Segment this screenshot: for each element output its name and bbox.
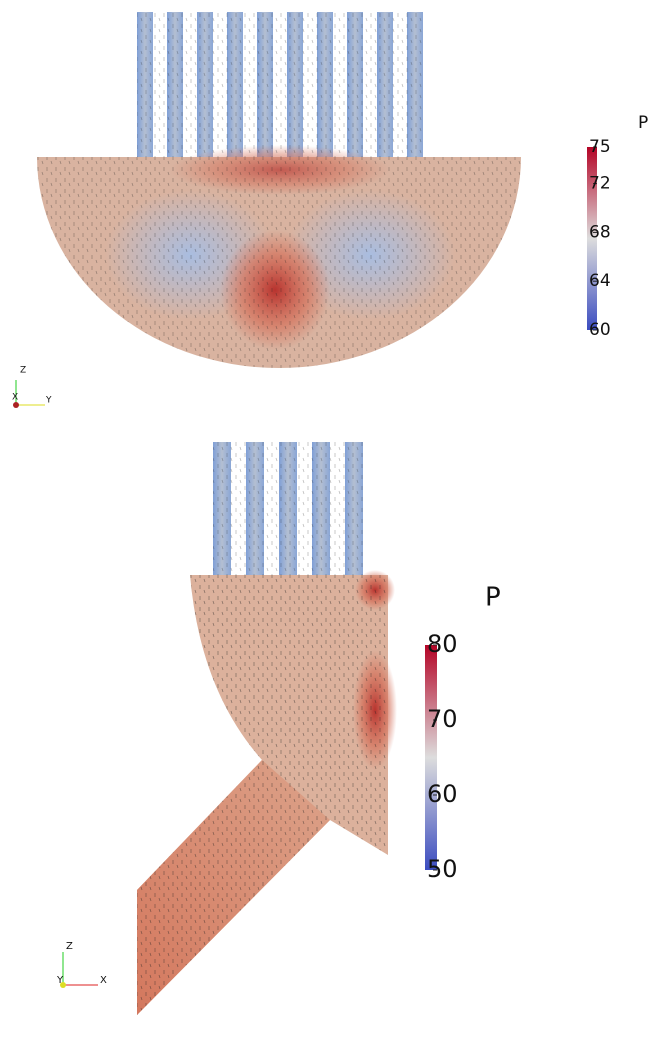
tick-label: 72: [589, 174, 611, 194]
bottom-render: [137, 442, 397, 1015]
tick-label: 50: [427, 855, 458, 883]
tick-label: 64: [589, 271, 611, 291]
tick-label: 80: [427, 630, 458, 658]
tick-label: 60: [589, 320, 611, 340]
colorbar-title: P: [485, 583, 501, 613]
colorbar-title: P: [638, 113, 648, 133]
axis-label: X: [100, 975, 107, 986]
tick-label: 60: [427, 780, 458, 808]
axis-label: Y: [56, 975, 64, 986]
tick-label: 75: [589, 137, 611, 157]
tick-label: 70: [427, 705, 458, 733]
top-render: [37, 12, 521, 368]
bottom-triad: Z Y X: [56, 941, 107, 988]
axis-label: Y: [45, 396, 52, 406]
top-triad: Z X Y: [12, 366, 52, 409]
axis-label: Z: [20, 366, 26, 376]
axis-label: X: [12, 393, 18, 403]
tick-label: 68: [589, 222, 611, 242]
axis-label: Z: [66, 941, 73, 952]
screenshot: Z X Y Z Y X P P 75 72 68 64 60 80 70 60 50: [0, 0, 649, 1045]
